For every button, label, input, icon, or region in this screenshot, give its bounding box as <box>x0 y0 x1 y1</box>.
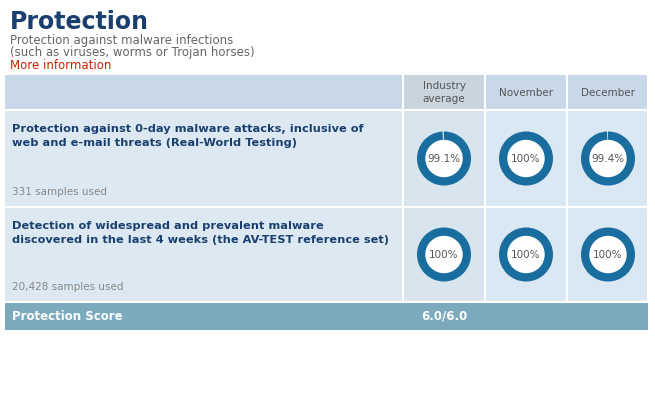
Wedge shape <box>499 228 553 281</box>
FancyBboxPatch shape <box>567 110 649 207</box>
Circle shape <box>590 141 626 176</box>
Wedge shape <box>581 131 635 186</box>
Text: December: December <box>581 88 635 98</box>
FancyBboxPatch shape <box>403 207 485 302</box>
Text: 100%: 100% <box>593 249 623 259</box>
Wedge shape <box>499 131 553 186</box>
Wedge shape <box>581 131 635 186</box>
Wedge shape <box>417 228 471 281</box>
Wedge shape <box>499 228 553 281</box>
Text: 100%: 100% <box>512 153 541 163</box>
Text: 20,428 samples used: 20,428 samples used <box>12 282 124 292</box>
FancyBboxPatch shape <box>567 207 649 302</box>
Text: Industry
average: Industry average <box>422 81 466 104</box>
Circle shape <box>508 141 544 176</box>
Circle shape <box>426 236 462 272</box>
Text: Protection: Protection <box>10 10 149 34</box>
Wedge shape <box>417 228 471 281</box>
FancyBboxPatch shape <box>5 75 403 110</box>
Text: Protection Score: Protection Score <box>12 309 122 322</box>
Text: 331 samples used: 331 samples used <box>12 187 107 197</box>
Text: 99.4%: 99.4% <box>591 153 625 163</box>
Text: 100%: 100% <box>429 249 458 259</box>
Text: (such as viruses, worms or Trojan horses): (such as viruses, worms or Trojan horses… <box>10 46 255 59</box>
FancyBboxPatch shape <box>485 207 567 302</box>
Wedge shape <box>581 228 635 281</box>
FancyBboxPatch shape <box>567 75 649 110</box>
FancyBboxPatch shape <box>485 75 567 110</box>
FancyBboxPatch shape <box>485 110 567 207</box>
Wedge shape <box>499 131 553 186</box>
Text: Protection against malware infections: Protection against malware infections <box>10 34 233 47</box>
Circle shape <box>426 141 462 176</box>
Text: 99.1%: 99.1% <box>428 153 460 163</box>
Text: Detection of widespread and prevalent malware
discovered in the last 4 weeks (th: Detection of widespread and prevalent ma… <box>12 221 389 245</box>
FancyBboxPatch shape <box>5 110 403 207</box>
Circle shape <box>508 236 544 272</box>
Text: 6.0/6.0: 6.0/6.0 <box>421 309 467 322</box>
FancyBboxPatch shape <box>5 207 403 302</box>
Text: Protection against 0-day malware attacks, inclusive of
web and e-mail threats (R: Protection against 0-day malware attacks… <box>12 124 364 148</box>
Circle shape <box>590 236 626 272</box>
Wedge shape <box>581 228 635 281</box>
Text: More information: More information <box>10 59 111 72</box>
FancyBboxPatch shape <box>5 302 648 330</box>
Text: 100%: 100% <box>512 249 541 259</box>
FancyBboxPatch shape <box>403 75 485 110</box>
Wedge shape <box>417 131 471 186</box>
FancyBboxPatch shape <box>403 110 485 207</box>
Text: November: November <box>499 88 553 98</box>
Wedge shape <box>417 131 471 186</box>
